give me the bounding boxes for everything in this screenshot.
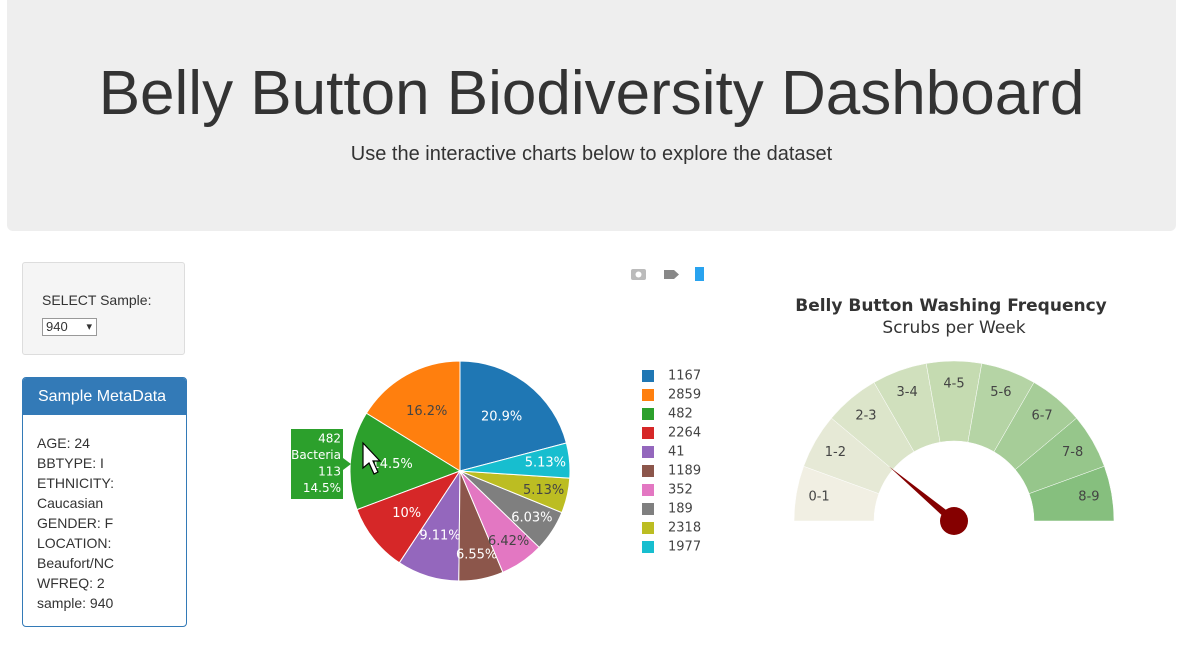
legend-label: 1167 bbox=[668, 369, 701, 384]
legend-swatch[interactable] bbox=[642, 427, 654, 439]
legend-label: 1189 bbox=[668, 464, 701, 479]
tooltip-text: 14.5% bbox=[303, 481, 341, 495]
legend-swatch[interactable] bbox=[642, 370, 654, 382]
legend-label: 2318 bbox=[668, 521, 701, 536]
metadata-line: BBTYPE: I bbox=[37, 455, 104, 471]
selector-label: SELECT Sample: bbox=[42, 292, 152, 308]
pie-value-label: 16.2% bbox=[406, 404, 447, 419]
tooltip-text: 113 bbox=[318, 465, 341, 479]
gauge-sector-label: 6-7 bbox=[1031, 409, 1052, 424]
pie-value-label: 6.42% bbox=[488, 534, 529, 549]
metadata-line: sample: 940 bbox=[37, 595, 114, 611]
gauge-sector bbox=[1028, 465, 1115, 522]
tag-icon[interactable] bbox=[664, 270, 679, 279]
legend-label: 1977 bbox=[668, 540, 701, 555]
legend-label: 2859 bbox=[668, 388, 701, 403]
legend-label: 482 bbox=[668, 407, 693, 422]
gauge-hub bbox=[940, 507, 968, 535]
legend-swatch[interactable] bbox=[642, 408, 654, 420]
pie-value-label: 14.5% bbox=[371, 457, 412, 472]
metadata-line: GENDER: F bbox=[37, 515, 114, 531]
gauge-sector-label: 2-3 bbox=[855, 409, 876, 424]
legend-swatch[interactable] bbox=[642, 446, 654, 458]
legend-swatch[interactable] bbox=[642, 503, 654, 515]
gauge-sector-label: 3-4 bbox=[897, 385, 918, 400]
header: Belly Button Biodiversity Dashboard Use … bbox=[7, 0, 1176, 231]
plotly-icon[interactable] bbox=[695, 267, 704, 281]
selector-panel: SELECT Sample: 940 bbox=[22, 262, 185, 355]
legend-label: 41 bbox=[668, 445, 685, 460]
tooltip-box bbox=[291, 429, 351, 499]
gauge-subtitle: Scrubs per Week bbox=[882, 318, 1025, 338]
gauge-sector-label: 8-9 bbox=[1078, 490, 1099, 505]
pie-value-label: 9.11% bbox=[419, 529, 460, 544]
tooltip-text: 482 bbox=[318, 432, 341, 446]
page-title: Belly Button Biodiversity Dashboard bbox=[98, 59, 1085, 128]
gauge-sector-label: 4-5 bbox=[943, 377, 964, 392]
pie-slice bbox=[459, 360, 567, 472]
metadata-line: ETHNICITY: Caucasian bbox=[37, 475, 115, 511]
legend-label: 2264 bbox=[668, 426, 701, 441]
legend-swatch[interactable] bbox=[642, 522, 654, 534]
pie-value-label: 20.9% bbox=[481, 409, 522, 424]
camera-lens bbox=[635, 271, 642, 278]
metadata-line: LOCATION: Beaufort/NC bbox=[37, 535, 115, 571]
gauge-sector-label: 1-2 bbox=[825, 445, 846, 460]
gauge-needle bbox=[888, 466, 957, 525]
metadata-line: WFREQ: 2 bbox=[37, 575, 105, 591]
legend-swatch[interactable] bbox=[642, 465, 654, 477]
pie-slice bbox=[349, 412, 462, 511]
metadata-line: AGE: 24 bbox=[37, 435, 90, 451]
pie-value-label: 5.13% bbox=[525, 455, 566, 470]
pie-value-label: 6.03% bbox=[511, 510, 552, 525]
page-subtitle: Use the interactive charts below to expl… bbox=[350, 143, 833, 165]
tooltip-text: Bacteria bbox=[291, 448, 341, 462]
legend-label: 352 bbox=[668, 483, 693, 498]
sample-select[interactable]: 940 bbox=[42, 318, 97, 336]
gauge-sector-label: 5-6 bbox=[990, 385, 1011, 400]
metadata-body: AGE: 24 BBTYPE: I ETHNICITY: Caucasian GEND… bbox=[23, 415, 137, 613]
mouse-cursor bbox=[362, 441, 382, 475]
hover-tooltip: 482 Bacteria 113 14.5% bbox=[291, 429, 351, 499]
gauge-sector-label: 0-1 bbox=[808, 490, 829, 505]
gauge-title: Belly Button Washing Frequency bbox=[795, 296, 1107, 316]
pie-value-label: 6.55% bbox=[456, 548, 497, 563]
legend-swatch[interactable] bbox=[642, 389, 654, 401]
pie-slice bbox=[365, 360, 461, 472]
legend-swatch[interactable] bbox=[642, 484, 654, 496]
metadata-panel: Sample MetaData AGE: 24 BBTYPE: I ETHNICIT… bbox=[22, 377, 187, 627]
pie-slice bbox=[459, 442, 571, 479]
pie-value-label: 5.13% bbox=[523, 483, 564, 498]
pie-value-label: 10% bbox=[392, 506, 421, 521]
gauge-sector-label: 7-8 bbox=[1062, 445, 1083, 460]
metadata-title: Sample MetaData bbox=[23, 378, 186, 415]
legend-label: 189 bbox=[668, 502, 693, 517]
modebar bbox=[631, 267, 704, 281]
legend-swatch[interactable] bbox=[642, 541, 654, 553]
